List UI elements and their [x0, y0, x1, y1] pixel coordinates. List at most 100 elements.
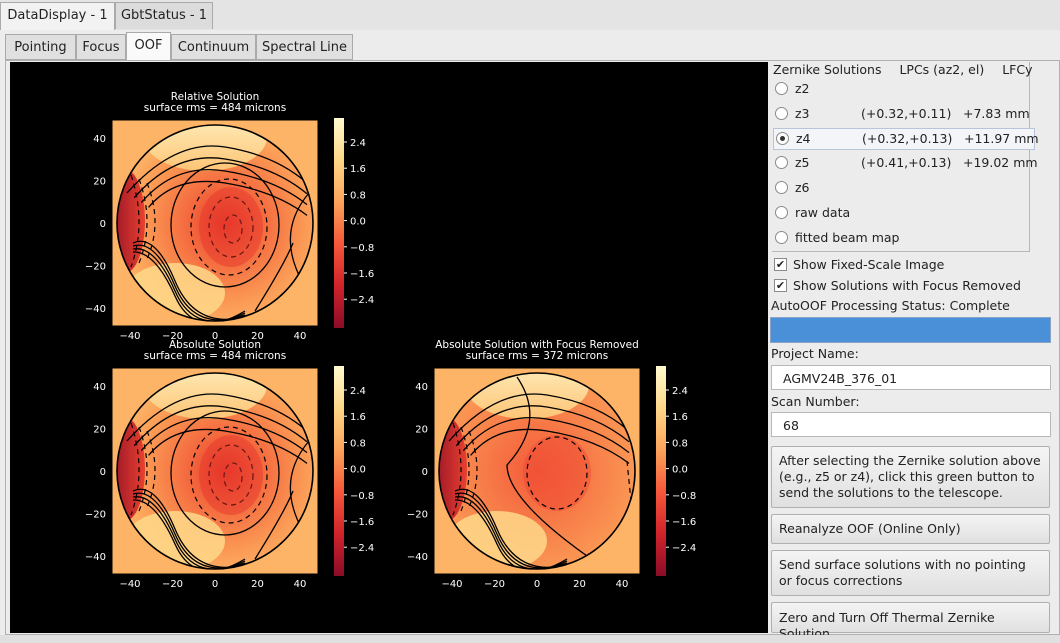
tab-oof[interactable]: OOF: [126, 32, 171, 61]
colorbar-tick-label: 2.4: [672, 386, 688, 397]
contour-line: [289, 440, 310, 532]
project-name-field[interactable]: AGMV24B_376_01: [771, 365, 1051, 390]
colorbar-tick-label: −1.6: [350, 269, 374, 280]
colorbar-tick-label: 0.0: [672, 465, 688, 476]
contour-line: [462, 417, 630, 454]
colorbar-tick-label: −0.8: [672, 491, 696, 502]
dish-outline: [438, 372, 636, 570]
zernike-option-fitted-beam-map[interactable]: fitted beam map: [773, 228, 1035, 250]
project-name-label: Project Name:: [771, 346, 859, 361]
zernike-label: raw data: [795, 205, 851, 220]
fixed-scale-label: Show Fixed-Scale Image: [793, 257, 945, 272]
send-solutions-button[interactable]: After selecting the Zernike solution abo…: [771, 446, 1050, 508]
radio-z5[interactable]: [775, 156, 788, 169]
radio-z3[interactable]: [775, 107, 788, 120]
zernike-label: z6: [795, 180, 810, 195]
colorbar-tick-label: 2.4: [350, 386, 366, 397]
x-tick-label: −40: [119, 331, 140, 342]
x-tick-label: 20: [573, 579, 586, 590]
contour-line-negative: [208, 444, 254, 506]
scan-number-field[interactable]: 68: [771, 412, 1051, 437]
zernike-label: fitted beam map: [795, 230, 900, 245]
status-bar: [0, 635, 1060, 643]
contour-line-negative: [223, 214, 243, 244]
contour-line: [132, 499, 246, 569]
zero-thermal-zernike-button[interactable]: Zero and Turn Off Thermal Zernike Soluti…: [771, 602, 1050, 641]
zernike-lfc: +11.97 mm: [964, 131, 1039, 146]
radio-fitted-beam-map[interactable]: [775, 231, 788, 244]
zernike-option-raw-data[interactable]: raw data: [773, 203, 1035, 225]
tab-pointing[interactable]: Pointing: [5, 34, 76, 60]
tab-focus[interactable]: Focus: [76, 34, 126, 60]
zernike-solutions-header: Zernike Solutions: [773, 62, 882, 77]
contour-line: [254, 242, 294, 312]
y-tick-label: −20: [85, 510, 106, 521]
surface-low-left: [117, 169, 145, 273]
oof-plot-canvas: Relative Solution surface rms = 484 micro…: [10, 62, 768, 633]
fixed-scale-checkbox-row[interactable]: ✔ Show Fixed-Scale Image: [772, 256, 1052, 274]
colorbar-tick-label: −1.6: [350, 517, 374, 528]
contour-line: [132, 240, 246, 321]
zernike-option-z5[interactable]: z5 (+0.41,+0.13) +19.02 mm: [773, 153, 1038, 175]
tab-datadisplay[interactable]: DataDisplay - 1: [0, 2, 115, 31]
contour-line-negative: [146, 182, 156, 260]
contour-line-negative: [190, 426, 268, 524]
y-tick-label: 40: [415, 382, 428, 393]
contour-line: [170, 410, 280, 536]
contour-line: [448, 393, 630, 442]
radio-z4[interactable]: [776, 132, 789, 145]
zernike-option-z6[interactable]: z6: [773, 178, 1035, 200]
tab-spectral-line[interactable]: Spectral Line: [256, 34, 353, 60]
x-tick-label: 0: [534, 579, 540, 590]
surface-high-top: [143, 373, 267, 419]
zernike-option-z4[interactable]: z4 (+0.32,+0.13) +11.97 mm: [773, 128, 1039, 150]
colorbar-tick-label: 1.6: [672, 412, 688, 423]
x-tick-label: −20: [484, 579, 505, 590]
x-tick-label: 40: [616, 579, 629, 590]
contour-line: [289, 192, 310, 284]
colorbar-tick-label: 0.0: [350, 217, 366, 228]
plot-subtitle: surface rms = 372 microns: [466, 350, 608, 362]
zernike-lfc: +19.02 mm: [963, 155, 1038, 170]
contour-line: [148, 428, 308, 464]
colorbar-tick-label: −0.8: [350, 491, 374, 502]
tab-continuum[interactable]: Continuum: [171, 34, 256, 60]
y-tick-label: 0: [100, 467, 106, 478]
zernike-lpc: (+0.41,+0.13): [861, 155, 952, 170]
contour-line-negative: [130, 174, 140, 268]
radio-z6[interactable]: [775, 181, 788, 194]
colorbar-tick-label: −2.4: [672, 543, 696, 554]
zernike-label: z5: [795, 155, 810, 170]
zernike-option-z2[interactable]: z2: [773, 79, 1035, 101]
radio-raw-data[interactable]: [775, 206, 788, 219]
colorbar: [334, 118, 344, 328]
focus-removed-checkbox[interactable]: ✔: [774, 279, 787, 292]
contour-line-negative: [138, 426, 148, 512]
plot-axes-frame: [433, 367, 641, 575]
plot-subtitle: surface rms = 484 microns: [144, 102, 286, 114]
contour-line: [254, 490, 294, 560]
x-tick-label: −40: [119, 579, 140, 590]
contour-line: [126, 145, 308, 194]
colorbar-tick-label: −0.8: [350, 243, 374, 254]
surface-high-top: [143, 125, 267, 171]
reanalyze-oof-button[interactable]: Reanalyze OOF (Online Only): [771, 514, 1050, 544]
tab-gbtstatus[interactable]: GbtStatus - 1: [115, 2, 213, 29]
y-tick-label: 0: [422, 467, 428, 478]
contour-line-negative: [208, 196, 254, 258]
send-surface-solutions-button[interactable]: Send surface solutions with no pointing …: [771, 550, 1050, 596]
zernike-lfc: +7.83 mm: [963, 106, 1030, 121]
main-tab-bar: DataDisplay - 1 GbtStatus - 1: [0, 0, 1060, 31]
zernike-option-z3[interactable]: z3 (+0.32,+0.11) +7.83 mm: [773, 104, 1035, 126]
y-tick-label: 20: [415, 425, 428, 436]
progress-fill: [771, 318, 1050, 342]
focus-removed-checkbox-row[interactable]: ✔ Show Solutions with Focus Removed: [772, 277, 1052, 295]
y-tick-label: −40: [85, 304, 106, 315]
dish-outline: [116, 124, 314, 322]
contour-line-negative: [130, 422, 140, 516]
fixed-scale-checkbox[interactable]: ✔: [774, 258, 787, 271]
radio-z2[interactable]: [775, 82, 788, 95]
contour-line-negative: [526, 436, 588, 510]
plot-axes-frame: [111, 119, 319, 327]
